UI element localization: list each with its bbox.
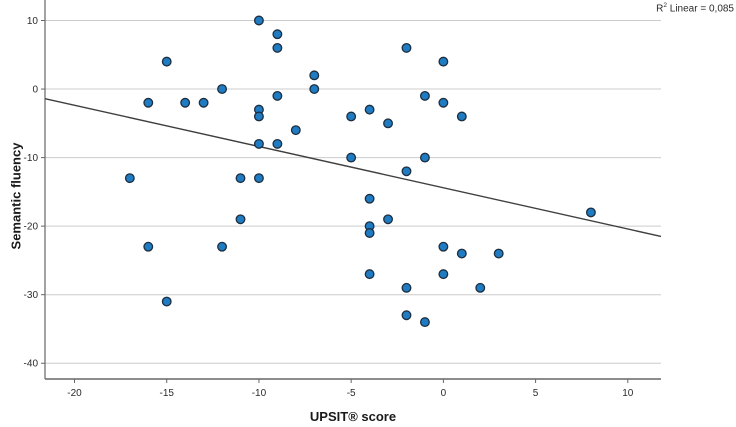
data-point xyxy=(401,282,412,293)
data-point xyxy=(290,125,301,136)
data-point xyxy=(161,56,172,67)
data-point xyxy=(272,42,283,53)
data-point xyxy=(438,241,449,252)
r2-exponent: 2 xyxy=(663,2,667,9)
y-tick-label: 10 xyxy=(27,16,39,27)
data-point xyxy=(253,111,264,122)
data-point xyxy=(438,97,449,108)
x-tick-label: -20 xyxy=(67,388,82,399)
data-point xyxy=(456,248,467,259)
data-point xyxy=(309,70,320,81)
data-point xyxy=(272,90,283,101)
r2-rest: Linear = 0,085 xyxy=(667,3,734,15)
data-point xyxy=(253,138,264,149)
data-point xyxy=(198,97,209,108)
data-point xyxy=(235,173,246,184)
data-point xyxy=(235,214,246,225)
data-point xyxy=(272,29,283,40)
data-point xyxy=(475,282,486,293)
y-tick-label: -20 xyxy=(24,222,39,233)
data-point xyxy=(217,84,228,95)
data-point xyxy=(419,90,430,101)
data-point xyxy=(253,15,264,26)
y-tick-label: -40 xyxy=(24,359,39,370)
x-axis-title: UPSIT® score xyxy=(309,409,397,424)
x-tick-label: 0 xyxy=(441,388,447,399)
r-squared-annotation: R2 Linear = 0,085 xyxy=(656,2,734,14)
data-point xyxy=(401,166,412,177)
data-point xyxy=(346,111,357,122)
data-point xyxy=(493,248,504,259)
data-point xyxy=(217,241,228,252)
data-point xyxy=(364,228,375,238)
data-point xyxy=(438,269,449,280)
data-point xyxy=(419,152,430,163)
data-point xyxy=(180,97,191,108)
data-point xyxy=(364,193,375,204)
y-axis-title: Semantic fluency xyxy=(8,142,24,250)
data-point xyxy=(456,111,467,122)
regression-line xyxy=(44,97,662,238)
data-point xyxy=(124,173,135,184)
data-point xyxy=(383,214,393,225)
data-point xyxy=(143,241,154,252)
r2-base: R xyxy=(656,3,664,15)
x-tick-label: -10 xyxy=(252,388,267,399)
data-point xyxy=(383,118,393,129)
data-point xyxy=(272,138,283,149)
data-point xyxy=(161,296,172,307)
x-tick-label: -15 xyxy=(159,388,174,399)
y-tick-label: -30 xyxy=(24,290,39,301)
data-point xyxy=(401,310,412,321)
data-point xyxy=(364,104,375,115)
data-point xyxy=(309,84,320,95)
data-point xyxy=(143,97,154,108)
data-point xyxy=(253,173,264,184)
data-point xyxy=(419,317,430,328)
data-point xyxy=(364,269,375,280)
x-tick-label: 10 xyxy=(622,388,634,399)
x-tick-label: -5 xyxy=(347,388,356,399)
x-tick-label: 5 xyxy=(533,388,539,399)
data-point xyxy=(585,207,596,218)
data-point xyxy=(438,56,449,67)
y-tick-label: -10 xyxy=(24,153,39,164)
data-point xyxy=(401,42,412,53)
data-point xyxy=(346,152,357,163)
y-tick-label: 0 xyxy=(32,85,38,96)
